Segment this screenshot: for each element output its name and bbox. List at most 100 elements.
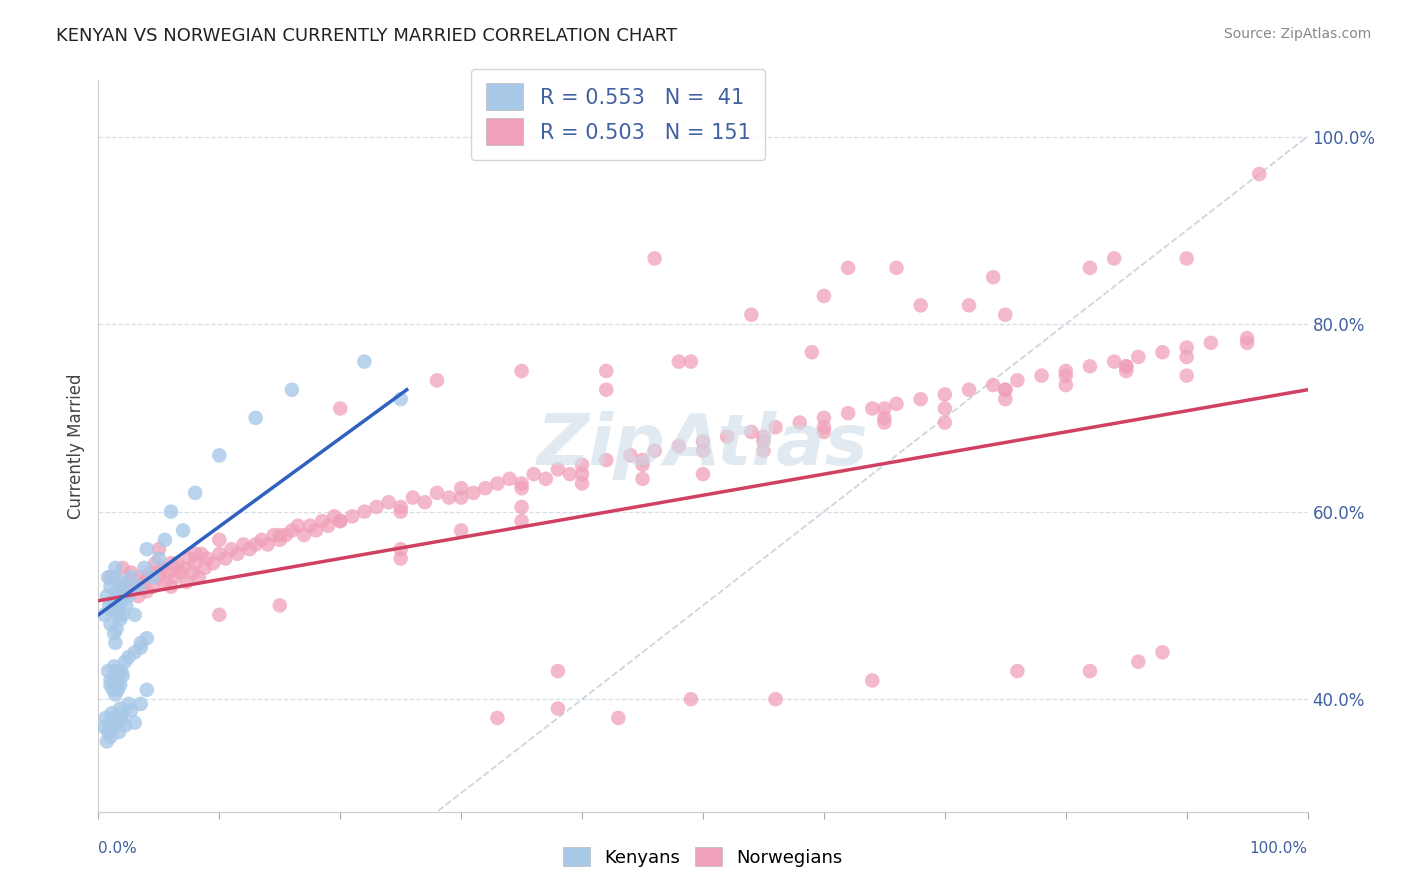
Point: [124, 645, 146, 659]
Point: [547, 664, 569, 678]
Point: [208, 533, 231, 547]
Point: [789, 416, 811, 430]
Point: [981, 378, 1004, 392]
Point: [202, 556, 225, 570]
Point: [619, 449, 641, 463]
Point: [112, 589, 135, 603]
Point: [474, 481, 496, 495]
Point: [107, 673, 129, 688]
Point: [103, 659, 125, 673]
Point: [148, 542, 170, 557]
Point: [813, 420, 835, 434]
Point: [103, 570, 125, 584]
Y-axis label: Currently Married: Currently Married: [66, 373, 84, 519]
Point: [163, 570, 186, 584]
Point: [100, 678, 122, 692]
Point: [752, 429, 775, 443]
Point: [195, 551, 218, 566]
Point: [105, 622, 128, 636]
Point: [134, 561, 156, 575]
Point: [934, 401, 956, 416]
Point: [245, 537, 267, 551]
Point: [450, 481, 472, 495]
Point: [1115, 364, 1137, 378]
Point: [96, 589, 118, 603]
Point: [668, 439, 690, 453]
Point: [114, 584, 136, 599]
Point: [547, 701, 569, 715]
Point: [179, 551, 201, 566]
Point: [105, 715, 128, 730]
Point: [111, 589, 134, 603]
Point: [311, 514, 333, 528]
Point: [692, 443, 714, 458]
Point: [157, 566, 180, 580]
Point: [994, 392, 1017, 406]
Point: [463, 486, 485, 500]
Point: [93, 607, 115, 622]
Point: [450, 491, 472, 505]
Point: [110, 713, 132, 727]
Point: [413, 495, 436, 509]
Point: [644, 252, 666, 266]
Point: [139, 566, 162, 580]
Point: [100, 730, 122, 744]
Point: [214, 551, 236, 566]
Point: [105, 589, 128, 603]
Point: [176, 574, 198, 589]
Point: [934, 416, 956, 430]
Point: [329, 514, 352, 528]
Text: ZipAtlas: ZipAtlas: [537, 411, 869, 481]
Point: [100, 617, 122, 632]
Point: [994, 383, 1017, 397]
Point: [135, 570, 157, 584]
Point: [934, 387, 956, 401]
Point: [1054, 368, 1077, 383]
Point: [510, 500, 533, 514]
Point: [114, 718, 136, 732]
Point: [129, 570, 152, 584]
Point: [994, 383, 1017, 397]
Point: [208, 547, 231, 561]
Point: [486, 476, 509, 491]
Point: [111, 706, 134, 721]
Point: [127, 589, 149, 603]
Point: [510, 476, 533, 491]
Point: [127, 580, 149, 594]
Point: [208, 607, 231, 622]
Point: [148, 551, 170, 566]
Point: [94, 711, 117, 725]
Point: [402, 491, 425, 505]
Point: [114, 580, 136, 594]
Point: [886, 260, 908, 275]
Point: [837, 406, 859, 420]
Point: [172, 561, 194, 575]
Point: [981, 270, 1004, 285]
Point: [299, 518, 322, 533]
Point: [752, 443, 775, 458]
Point: [153, 574, 176, 589]
Point: [104, 561, 127, 575]
Point: [108, 580, 131, 594]
Point: [342, 509, 364, 524]
Point: [281, 524, 304, 538]
Point: [1128, 655, 1150, 669]
Point: [595, 453, 617, 467]
Point: [450, 524, 472, 538]
Point: [813, 425, 835, 439]
Point: [93, 720, 115, 734]
Point: [389, 551, 412, 566]
Point: [269, 599, 291, 613]
Point: [269, 528, 291, 542]
Point: [129, 697, 152, 711]
Point: [124, 580, 146, 594]
Point: [886, 397, 908, 411]
Point: [1199, 335, 1222, 350]
Point: [184, 556, 207, 570]
Point: [269, 533, 291, 547]
Point: [184, 547, 207, 561]
Point: [679, 354, 702, 368]
Point: [353, 505, 375, 519]
Point: [873, 401, 896, 416]
Point: [100, 603, 122, 617]
